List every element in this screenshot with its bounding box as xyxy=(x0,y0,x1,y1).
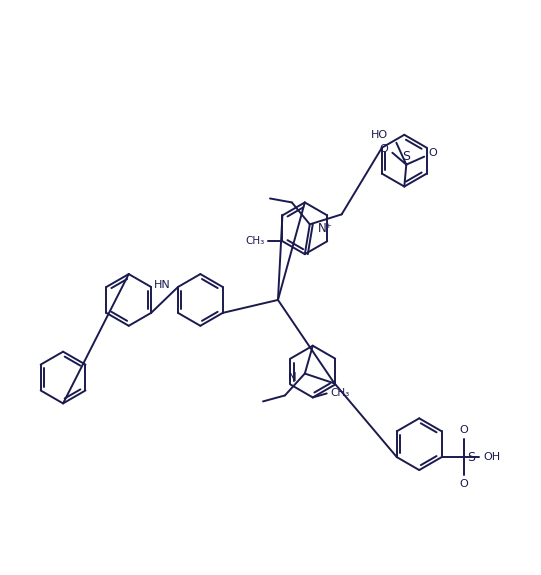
Text: O: O xyxy=(459,426,468,435)
Text: O: O xyxy=(380,144,388,154)
Text: CH₃: CH₃ xyxy=(245,236,265,246)
Text: S: S xyxy=(403,150,410,163)
Text: N: N xyxy=(288,371,297,384)
Text: O: O xyxy=(428,148,437,158)
Text: OH: OH xyxy=(484,452,500,462)
Text: HN: HN xyxy=(154,280,171,290)
Text: CH₃: CH₃ xyxy=(331,389,350,398)
Text: S: S xyxy=(467,451,476,463)
Text: O: O xyxy=(459,479,468,489)
Text: N⁺: N⁺ xyxy=(318,222,333,235)
Text: HO: HO xyxy=(371,130,388,140)
